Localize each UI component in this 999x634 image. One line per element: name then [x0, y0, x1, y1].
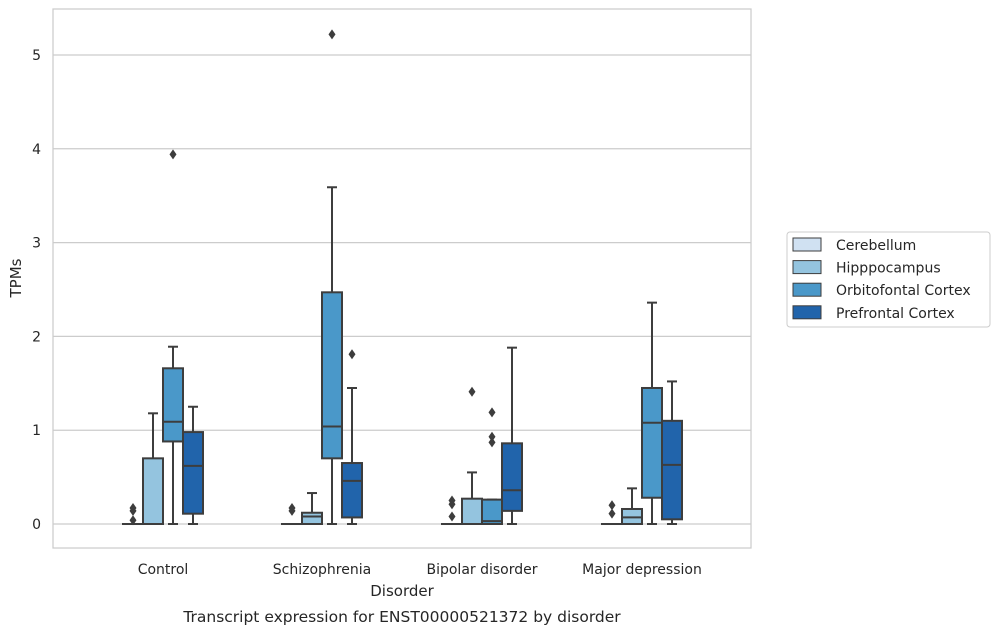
- legend-swatch: [792, 282, 822, 297]
- box-prefrontal-cortex: [341, 349, 363, 525]
- box-body: [162, 367, 184, 443]
- x-tick-label: Control: [138, 562, 189, 578]
- outlier-point: [468, 386, 476, 397]
- box-orbitofontal-cortex: [162, 149, 184, 525]
- box-body: [321, 291, 343, 460]
- box-orbitofontal-cortex: [321, 29, 343, 525]
- outlier-point: [488, 431, 496, 442]
- outlier-point: [448, 511, 456, 522]
- x-tick-label: Major depression: [582, 562, 702, 578]
- box-hipppocampus: [301, 492, 323, 526]
- x-axis-ticks: Control Schizophrenia Bipolar disorder Majo…: [138, 562, 702, 578]
- chart-caption: Transcript expression for ENST0000052137…: [182, 608, 621, 626]
- outlier-point: [488, 437, 496, 448]
- box-cerebellum: [122, 503, 144, 526]
- y-tick-label: 1: [32, 423, 41, 439]
- legend-label: Orbitofontal Cortex: [836, 283, 971, 299]
- legend-swatch: [792, 305, 822, 320]
- box-cerebellum: [441, 495, 463, 526]
- legend-swatch: [792, 260, 822, 275]
- y-tick-label: 4: [32, 142, 41, 158]
- box-hipppocampus: [621, 487, 643, 526]
- x-tick-label: Schizophrenia: [273, 562, 371, 578]
- box-prefrontal-cortex: [501, 346, 523, 525]
- box-orbitofontal-cortex: [481, 407, 503, 525]
- box-prefrontal-cortex: [182, 405, 204, 525]
- y-axis-ticks: 0 1 2 3 4 5: [32, 48, 41, 533]
- box-hipppocampus: [142, 412, 164, 525]
- outlier-point: [488, 407, 496, 418]
- box-cerebellum: [281, 503, 303, 526]
- outlier-point: [169, 149, 177, 160]
- y-axis-label: TPMs: [7, 258, 25, 298]
- x-tick-label: Bipolar disorder: [426, 562, 537, 578]
- y-tick-label: 5: [32, 48, 41, 64]
- box-prefrontal-cortex: [661, 380, 683, 525]
- y-tick-label: 2: [32, 329, 41, 345]
- outlier-point: [608, 500, 616, 511]
- box-hipppocampus: [461, 386, 483, 526]
- box-body: [461, 497, 483, 526]
- outlier-point: [129, 505, 137, 516]
- y-tick-label: 0: [32, 517, 41, 533]
- legend-label: Prefrontal Cortex: [836, 306, 955, 322]
- outlier-point: [129, 515, 137, 526]
- legend-label: Hipppocampus: [836, 261, 941, 277]
- legend-label: Cerebellum: [836, 238, 916, 254]
- legend-swatch: [792, 237, 822, 252]
- x-axis-label: Disorder: [370, 582, 434, 600]
- box-body: [661, 419, 683, 521]
- box-body: [142, 457, 164, 525]
- legend: Cerebellum Hipppocampus Orbitofontal Corte…: [786, 231, 991, 328]
- box-body: [641, 386, 663, 499]
- box-cerebellum: [601, 500, 623, 526]
- outlier-point: [328, 29, 336, 40]
- box-body: [182, 431, 204, 515]
- box-body: [341, 462, 363, 519]
- box-orbitofontal-cortex: [641, 301, 663, 525]
- outlier-point: [448, 499, 456, 510]
- outlier-point: [288, 505, 296, 516]
- boxes: [122, 29, 683, 526]
- box-body: [301, 511, 323, 526]
- plot-frame: [52, 8, 752, 549]
- legend-frame: [786, 231, 991, 328]
- outlier-point: [348, 349, 356, 360]
- y-tick-label: 3: [32, 236, 41, 252]
- box-body: [501, 442, 523, 512]
- outlier-point: [608, 508, 616, 519]
